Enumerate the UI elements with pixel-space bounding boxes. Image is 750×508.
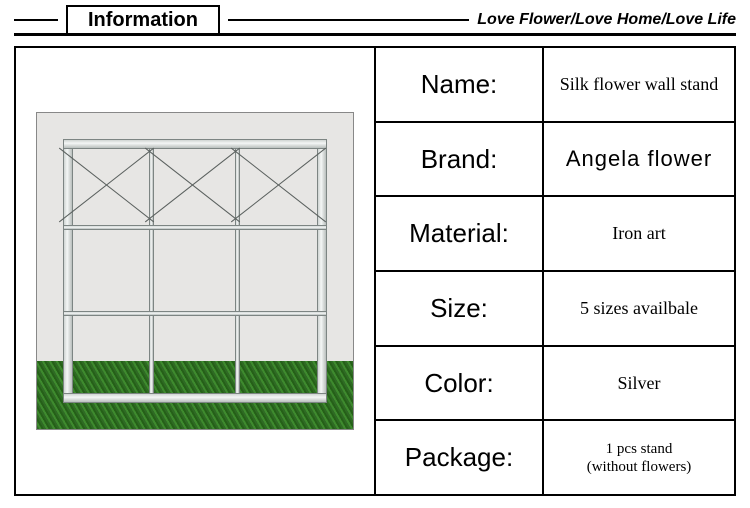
table-row: Color: Silver bbox=[376, 347, 734, 422]
row-value: Iron art bbox=[544, 197, 734, 270]
rule-mid bbox=[228, 19, 469, 21]
row-value: 1 pcs stand(without flowers) bbox=[544, 421, 734, 494]
row-label: Name: bbox=[376, 48, 544, 121]
row-label: Material: bbox=[376, 197, 544, 270]
tagline: Love Flower/Love Home/Love Life bbox=[469, 11, 750, 29]
row-label: Brand: bbox=[376, 123, 544, 196]
table-row: Name: Silk flower wall stand bbox=[376, 48, 734, 123]
rule-left bbox=[14, 19, 58, 21]
info-chip: Information bbox=[66, 5, 220, 36]
header-bar: Information Love Flower/Love Home/Love L… bbox=[0, 6, 750, 34]
row-label: Color: bbox=[376, 347, 544, 420]
spec-table: Name: Silk flower wall stand Brand: Ange… bbox=[374, 48, 734, 494]
row-value: 5 sizes availbale bbox=[544, 272, 734, 345]
photo-column bbox=[16, 48, 374, 494]
table-row: Size: 5 sizes availbale bbox=[376, 272, 734, 347]
row-value: Silver bbox=[544, 347, 734, 420]
row-value: Angela flower bbox=[544, 123, 734, 196]
row-label: Package: bbox=[376, 421, 544, 494]
table-row: Material: Iron art bbox=[376, 197, 734, 272]
row-value: Silk flower wall stand bbox=[544, 48, 734, 121]
row-label: Size: bbox=[376, 272, 544, 345]
table-row: Brand: Angela flower bbox=[376, 123, 734, 198]
header-rule bbox=[14, 33, 736, 36]
product-photo bbox=[36, 112, 354, 430]
table-row: Package: 1 pcs stand(without flowers) bbox=[376, 421, 734, 494]
product-panel: Name: Silk flower wall stand Brand: Ange… bbox=[14, 46, 736, 496]
